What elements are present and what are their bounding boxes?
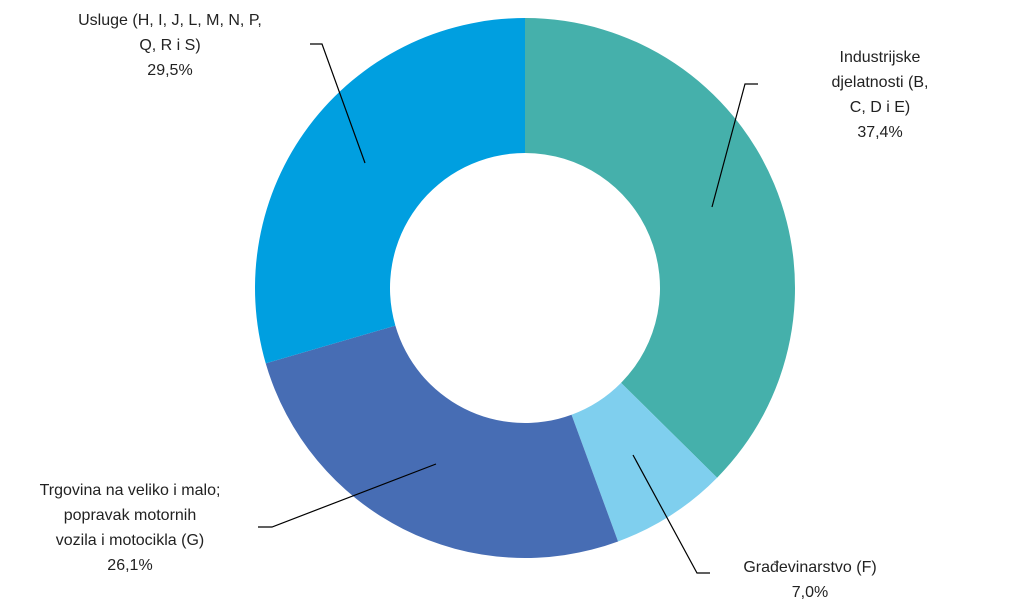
leader-line [310,43,366,164]
category-label: Industrijske djelatnosti (B, C, D i E) [831,49,929,116]
category-label: Građevinarstvo (F) [743,559,877,576]
slice [525,18,795,478]
slice [571,382,718,542]
slice-label: Usluge (H, I, J, L, M, N, P, Q, R i S) 29… [78,8,262,83]
slice-label: Trgovina na veliko i malo; popravak moto… [40,478,221,578]
slice-label: Industrijske djelatnosti (B, C, D i E) 37… [815,45,946,145]
slice-label: Građevinarstvo (F) 7,0% [743,555,876,603]
value-label: 26,1% [107,557,153,574]
value-label: 7,0% [791,584,829,601]
leader-line [632,454,710,574]
value-label: 37,4% [857,124,903,141]
category-label: Usluge (H, I, J, L, M, N, P, Q, R i S) [78,12,262,54]
leader-line [258,463,437,528]
slice [265,325,619,558]
value-label: 29,5% [147,62,193,79]
category-label: Trgovina na veliko i malo; popravak moto… [39,482,221,549]
slice [254,18,525,364]
leader-line [711,83,758,208]
